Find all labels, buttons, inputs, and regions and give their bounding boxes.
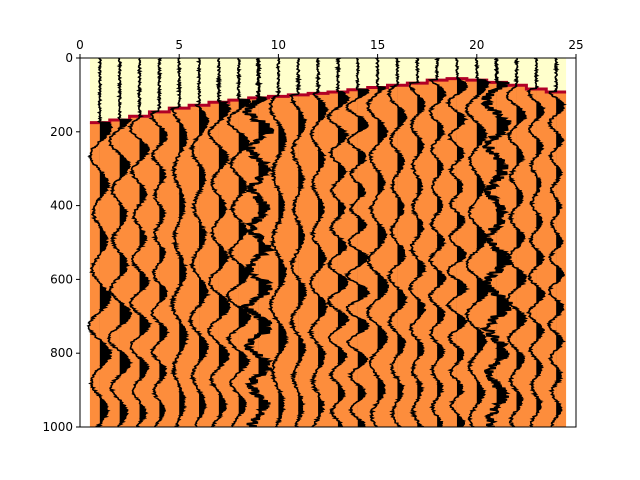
trace-wiggle-line — [343, 58, 371, 427]
x-tick-label: 25 — [568, 38, 583, 52]
trace-wiggle-line — [407, 58, 428, 427]
axes-frame — [79, 57, 577, 428]
trace-wiggle-line — [385, 58, 409, 427]
filled-region-area — [89, 78, 567, 427]
trace-wiggle-line — [239, 58, 277, 427]
y-tick-label: 1000 — [42, 420, 73, 434]
trace-wiggle-line — [464, 58, 492, 427]
trace-wiggle-line — [267, 58, 290, 427]
x-tick-label: 20 — [469, 38, 484, 52]
trace-positive-fill — [417, 58, 426, 427]
trace-positive-fill — [476, 58, 489, 427]
y-axis-ticks: 0 200 400 600 800 1000 — [42, 51, 80, 434]
trace-positive-fill — [556, 58, 565, 427]
trace-wiggle-line — [546, 58, 567, 427]
trace-wiggle-line — [479, 58, 514, 427]
trace-positive-fill — [397, 58, 407, 427]
y-tick-label: 800 — [50, 346, 73, 360]
y-tick-label: 400 — [50, 199, 73, 213]
trace-wiggle-line — [427, 58, 447, 427]
trace-wiggle-line — [127, 58, 153, 427]
trace-positive-fill — [139, 58, 150, 427]
trace-positive-fill — [496, 58, 513, 427]
trace-wiggle-line — [444, 58, 471, 427]
trace-wiggle-line — [206, 58, 232, 427]
trace-wiggle-line — [106, 58, 134, 427]
x-tick-label: 5 — [175, 38, 183, 52]
y-tick-label: 0 — [65, 51, 73, 65]
x-tick-label: 0 — [76, 38, 84, 52]
trace-positive-fill — [536, 58, 545, 427]
y-tick-label: 200 — [50, 125, 73, 139]
trace-wiggle-line — [86, 58, 114, 427]
trace-wiggle-line — [187, 58, 212, 427]
y-tick-label: 600 — [50, 272, 73, 286]
trace-wiggle-line — [325, 58, 351, 427]
trace-wiggle-line — [168, 58, 190, 427]
trace-wiggle-line — [505, 58, 529, 427]
trace-wiggle-line — [288, 58, 308, 427]
trace-layer — [86, 58, 567, 427]
plot-area — [86, 58, 567, 427]
trace-wiggle-line — [525, 58, 547, 427]
trace-wiggle-line — [365, 58, 390, 427]
x-tick-label: 10 — [271, 38, 286, 52]
trace-wiggle-line — [306, 58, 330, 427]
trace-positive-fill — [357, 58, 370, 427]
filled-region — [89, 78, 567, 427]
x-axis-ticks: 0 5 10 15 20 25 — [76, 38, 584, 58]
trace-wiggle-line — [148, 58, 171, 427]
trace-positive-fill — [456, 58, 468, 427]
trace-wiggle-line — [224, 58, 252, 427]
x-tick-label: 15 — [370, 38, 385, 52]
